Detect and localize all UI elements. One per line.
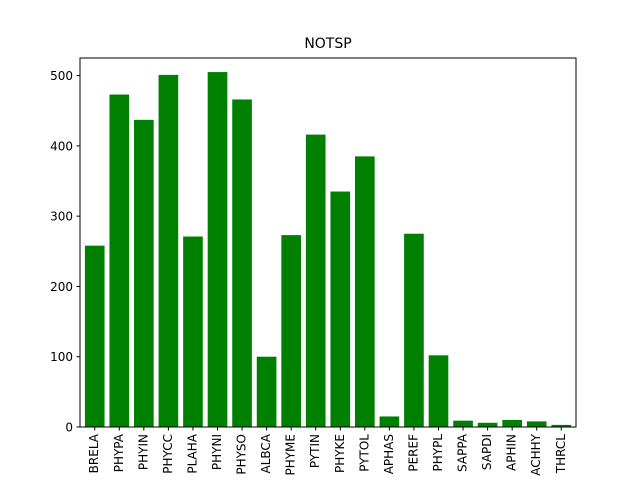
x-tick-label-aphin: APHIN (505, 434, 519, 471)
bar-thrcl (551, 424, 572, 427)
x-tick-label-phyke: PHYKE (333, 434, 347, 473)
y-tick-label: 500 (50, 69, 73, 83)
bar-achhy (526, 421, 547, 427)
y-tick-label: 400 (50, 139, 73, 153)
bars-group (84, 72, 572, 428)
x-tick-label-phypa: PHYPA (112, 433, 126, 472)
bar-sapdi (477, 422, 498, 427)
y-tick-label: 0 (65, 421, 73, 435)
bar-phypl (428, 355, 449, 427)
bar-albca (256, 356, 277, 427)
x-axis: BRELA PHYPA PHYIN PHYCC PLAHA PHYNI PHYSO ALBCA… (87, 427, 568, 476)
x-tick-label-plaha: PLAHA (185, 433, 199, 473)
bar-phycc (158, 74, 179, 428)
y-tick-label: 300 (50, 210, 73, 224)
bar-sappa (453, 420, 473, 427)
x-tick-label-thrcl: THRCL (554, 434, 568, 474)
bar-phyin (134, 119, 154, 427)
x-tick-label-peref: PEREF (406, 434, 420, 472)
bar-pytol (355, 156, 375, 427)
bar-peref (404, 233, 424, 427)
x-tick-label-phycc: PHYCC (161, 434, 175, 474)
x-tick-label-aphas: APHAS (382, 434, 396, 474)
bar-phypa (109, 94, 130, 428)
x-tick-label-phyme: PHYME (284, 434, 298, 476)
x-tick-label-sappa: SAPPA (456, 433, 470, 472)
bar-physo (232, 99, 252, 427)
x-tick-label-albca: ALBCA (259, 433, 273, 473)
plot-frame (79, 57, 577, 428)
bar-brela (84, 245, 105, 427)
x-tick-label-brela: BRELA (87, 433, 101, 473)
x-tick-label-pytol: PYTOL (357, 434, 371, 472)
bar-plaha (183, 236, 203, 427)
y-axis: 0 100 200 300 400 500 (50, 69, 80, 435)
x-tick-label-achhy: ACHHY (529, 433, 543, 475)
x-tick-label-phypl: PHYPL (431, 434, 445, 472)
y-tick-label: 100 (50, 350, 73, 364)
bar-pytin (305, 134, 326, 428)
x-tick-label-phyin: PHYIN (136, 434, 150, 470)
x-tick-label-phyni: PHYNI (210, 434, 224, 470)
bar-phyke (330, 191, 351, 427)
y-tick-label: 200 (50, 280, 73, 294)
bar-aphas (379, 416, 400, 427)
bar-phyme (281, 235, 301, 427)
bar-aphin (502, 419, 522, 427)
chart-title: NOTSP (304, 36, 351, 52)
x-tick-label-sapdi: SAPDI (480, 434, 494, 470)
bar-phyni (207, 72, 228, 427)
x-tick-label-physo: PHYSO (235, 434, 249, 475)
x-tick-label-pytin: PYTIN (308, 434, 322, 468)
